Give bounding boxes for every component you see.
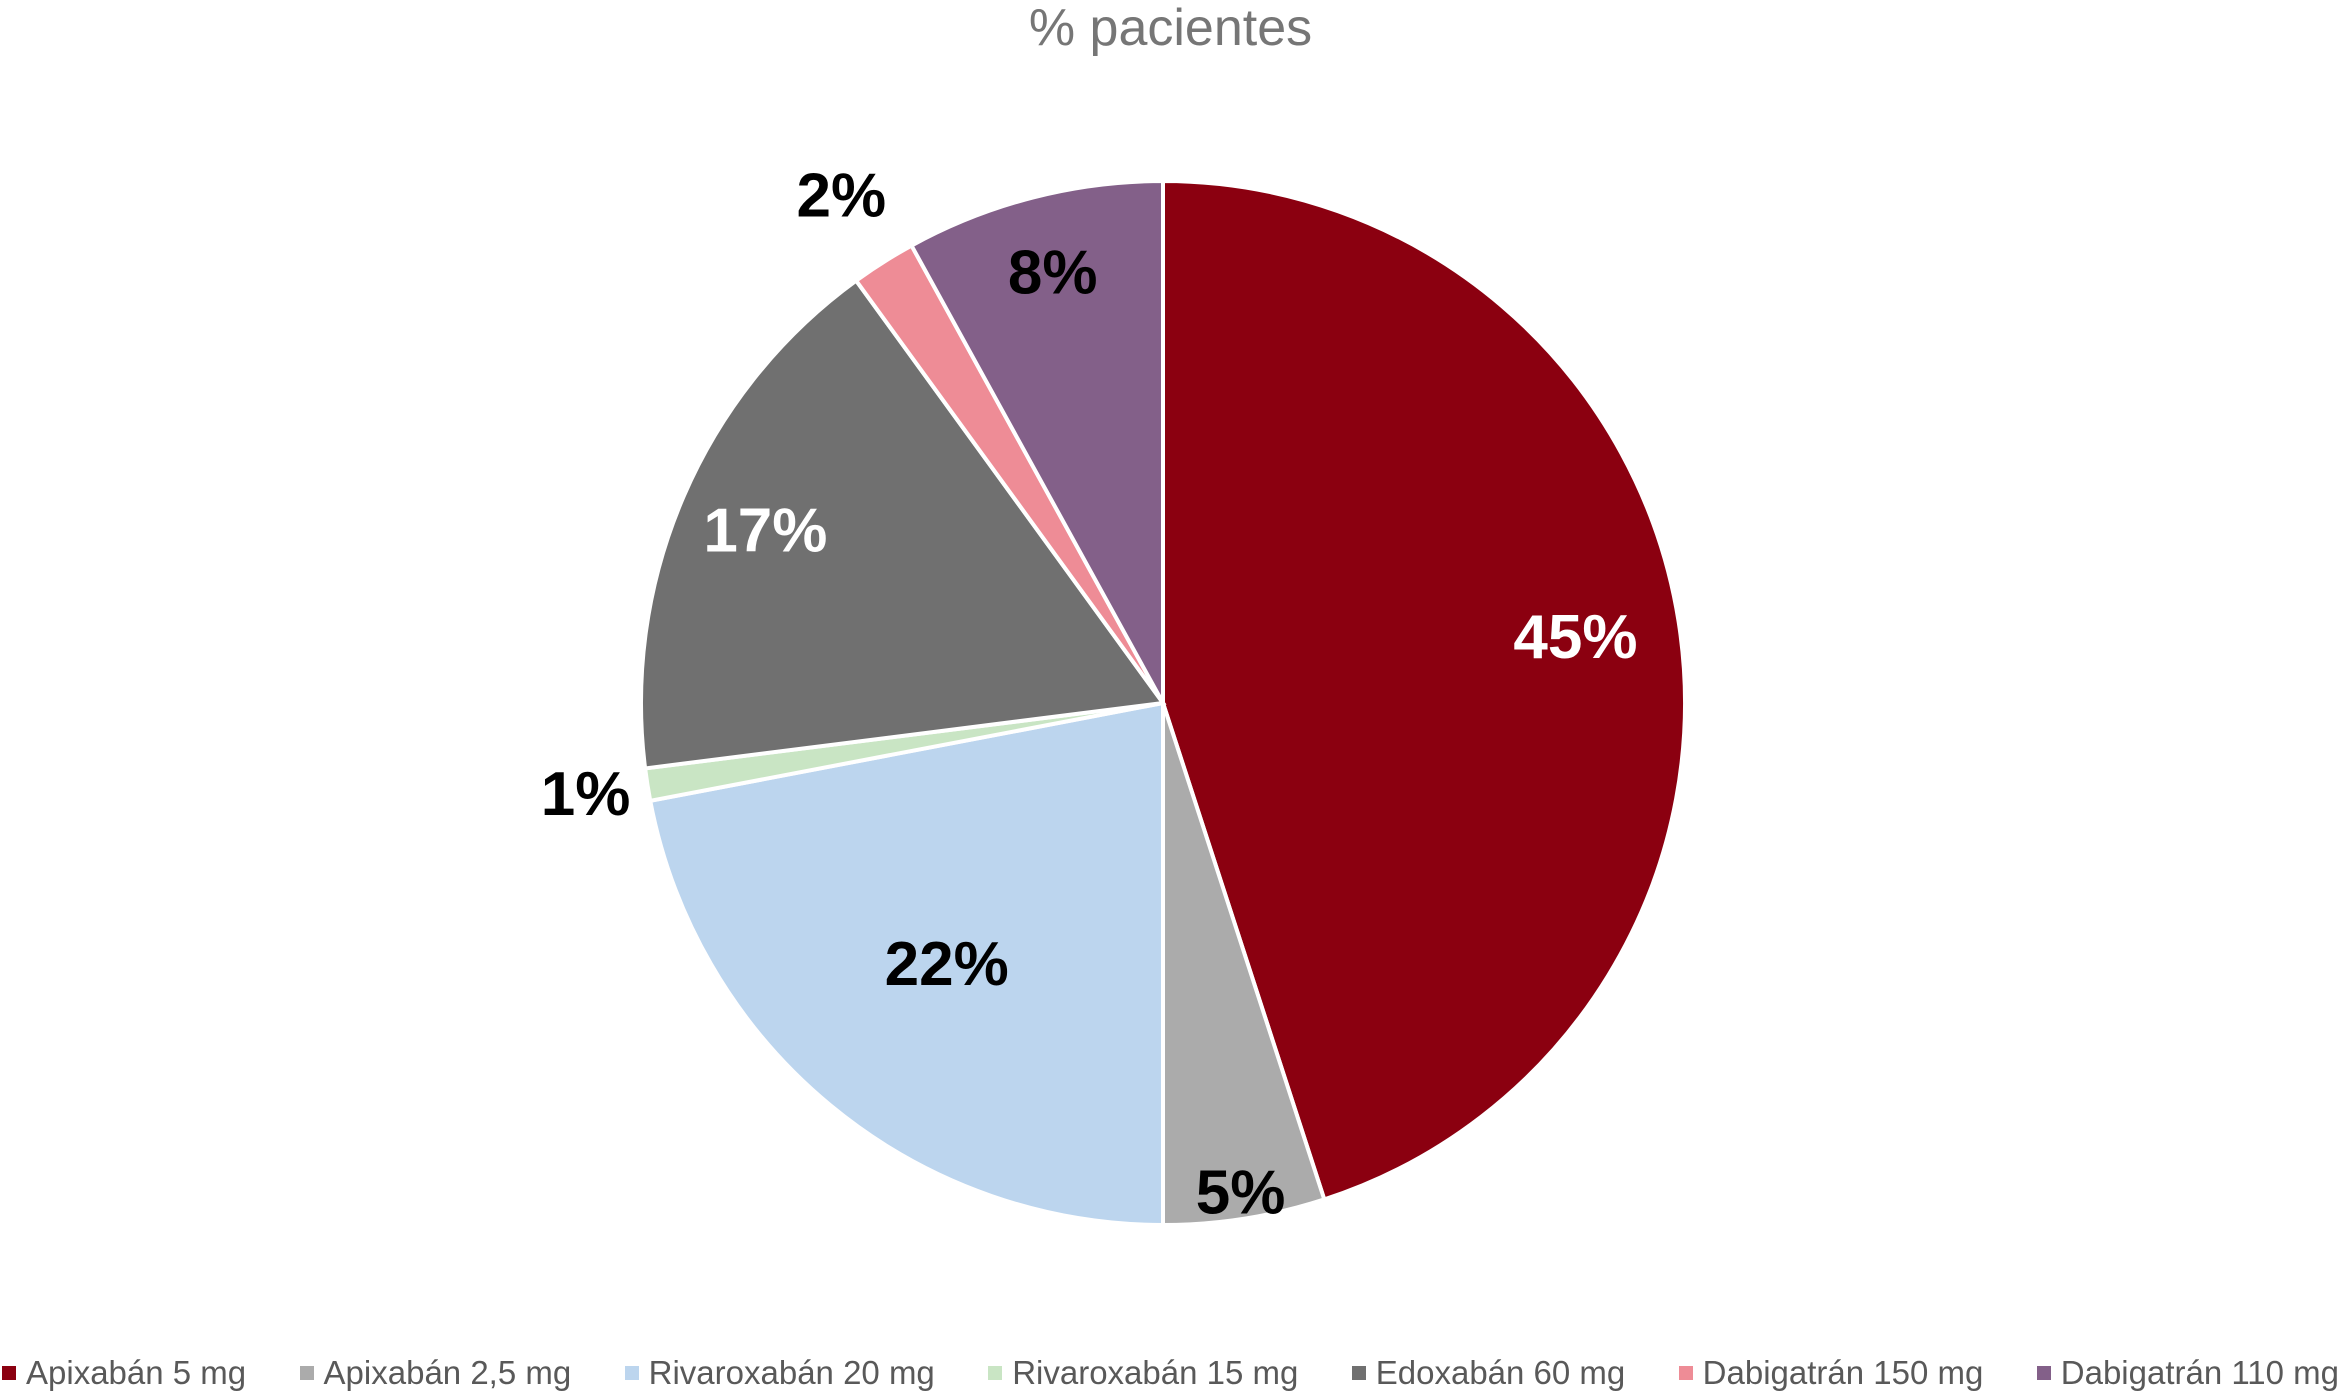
pie-slice-dabigatr-n-110-mg (908, 178, 1165, 704)
data-label-rivaroxab-n-20-mg: 22% (885, 930, 1009, 999)
chart-title: % pacientes (1028, 0, 1313, 57)
legend-item: Dabigatrán 150 mg (1678, 1354, 1984, 1392)
legend-swatch (1678, 1366, 1693, 1380)
legend-label: Apixabán 5 mg (26, 1354, 247, 1391)
legend-swatch (2036, 1366, 2051, 1380)
legend: Apixabán 5 mg Apixabán 2,5 mg Rivaroxabán … (0, 1353, 2341, 1393)
legend-swatch (624, 1366, 639, 1380)
legend-item: Dabigatrán 110 mg (2036, 1354, 2339, 1392)
legend-item: Apixabán 2,5 mg (299, 1354, 572, 1392)
pie-slice-apixab-n-5-mg (1161, 178, 1687, 1202)
pie-data-labels: 45% 5% 22% 1% 17% 2% 8% (541, 162, 1638, 1228)
legend-label: Rivaroxabán 15 mg (1012, 1354, 1299, 1391)
legend-item: Apixabán 5 mg (2, 1354, 246, 1392)
pie-slice-apixab-n-2-5-mg (1161, 702, 1327, 1228)
data-label-dabigatr-n-110-mg: 8% (1008, 239, 1098, 308)
legend-swatch (2, 1366, 16, 1380)
legend-label: Edoxabán 60 mg (1375, 1354, 1626, 1391)
legend-label: Rivaroxabán 20 mg (648, 1354, 935, 1391)
data-label-rivaroxab-n-15-mg: 1% (541, 760, 631, 829)
pie-slice-rivaroxab-n-20-mg (647, 700, 1165, 1228)
data-label-apixab-n-2-5-mg: 5% (1196, 1158, 1286, 1227)
legend-label: Dabigatrán 150 mg (1702, 1354, 1984, 1391)
legend-item: Rivaroxabán 15 mg (988, 1354, 1298, 1392)
legend-item: Rivaroxabán 20 mg (624, 1354, 935, 1392)
data-label-edoxab-n-60-mg: 17% (703, 496, 827, 565)
legend-swatch (299, 1366, 314, 1380)
pie-slice-edoxab-n-60-mg (639, 277, 1167, 771)
data-label-dabigatr-n-150-mg: 2% (797, 162, 887, 231)
legend-item: Edoxabán 60 mg (1351, 1354, 1626, 1392)
legend-swatch (1351, 1366, 1366, 1380)
pie-slices (639, 178, 1687, 1228)
data-label-apixab-n-5-mg: 45% (1513, 603, 1637, 672)
legend-swatch (988, 1366, 1003, 1380)
legend-label: Apixabán 2,5 mg (323, 1354, 572, 1391)
legend-label: Dabigatrán 110 mg (2060, 1354, 2339, 1391)
